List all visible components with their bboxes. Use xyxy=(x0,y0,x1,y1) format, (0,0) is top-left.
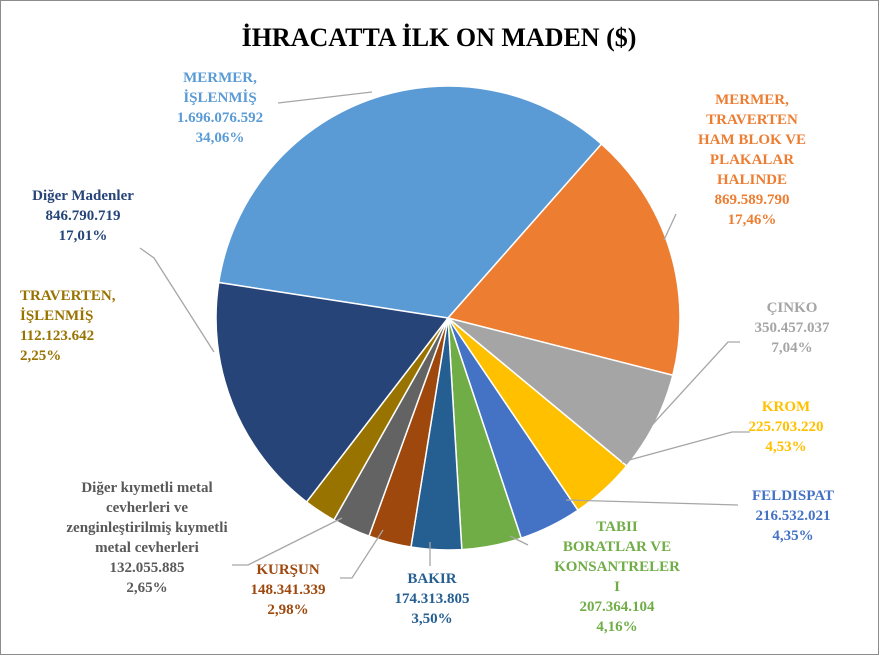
label-value: 869.589.790 xyxy=(714,192,790,208)
label-percent: 2,25% xyxy=(20,348,62,364)
data-label: ÇINKO 350.457.037 7,04% xyxy=(755,298,830,358)
label-category: KURŞUN xyxy=(256,562,320,578)
label-value: 1.696.076.592 xyxy=(176,110,264,126)
label-value: 846.790.719 xyxy=(45,208,121,224)
label-category: ÇINKO xyxy=(766,300,818,316)
leader-line xyxy=(641,341,740,437)
label-value: 112.123.642 xyxy=(20,328,95,344)
data-label: MERMER, TRAVERTEN HAM BLOK VE PLAKALAR H… xyxy=(698,90,806,230)
label-category: Diğer kıymetli metal cevherleri ve zengi… xyxy=(66,480,228,556)
leader-line xyxy=(277,91,373,104)
leader-line xyxy=(509,535,529,546)
pie-slice xyxy=(215,281,450,503)
label-percent: 4,35% xyxy=(772,528,814,544)
data-label: Diğer Madenler 846.790.719 17,01% xyxy=(32,186,134,246)
label-category: KROM xyxy=(761,399,811,415)
label-value: 174.313.805 xyxy=(394,591,470,607)
leader-line xyxy=(663,213,677,241)
data-label: KROM 225.703.220 4,53% xyxy=(749,397,824,457)
leader-line xyxy=(565,499,739,506)
label-value: 216.532.021 xyxy=(755,508,831,524)
pie-slice xyxy=(447,317,674,468)
label-value: 132.055.885 xyxy=(109,560,185,576)
label-category: BAKIR xyxy=(407,571,457,587)
label-percent: 7,04% xyxy=(771,340,813,356)
leader-line xyxy=(340,529,384,579)
chart-title: İHRACATTA İLK ON MADEN ($) xyxy=(242,23,637,52)
label-category: TRAVERTEN, İŞLENMİŞ xyxy=(20,288,116,324)
label-value: 225.703.220 xyxy=(748,419,824,435)
label-percent: 2,98% xyxy=(267,602,309,618)
label-category: TABII BORATLAR VE KONSANTRELER I xyxy=(554,519,680,595)
label-percent: 34,06% xyxy=(195,130,245,146)
label-percent: 17,46% xyxy=(727,212,777,228)
data-label: MERMER, İŞLENMİŞ 1.696.076.592 34,06% xyxy=(177,68,263,148)
data-label: Diğer kıymetli metal cevherleri ve zengi… xyxy=(66,478,227,598)
label-percent: 2,65% xyxy=(126,580,168,596)
pie-slice xyxy=(446,142,681,377)
label-percent: 4,53% xyxy=(765,439,807,455)
data-label: TABII BORATLAR VE KONSANTRELER I 207.364.… xyxy=(554,517,680,637)
label-value: 207.364.104 xyxy=(579,599,655,615)
label-value: 148.341.339 xyxy=(250,582,326,598)
leader-line xyxy=(621,431,750,463)
data-label: KURŞUN 148.341.339 2,98% xyxy=(251,560,326,620)
label-category: Diğer Madenler xyxy=(32,188,134,204)
data-label: TRAVERTEN, İŞLENMİŞ 112.123.642 2,25% xyxy=(20,286,115,366)
label-category: MERMER, İŞLENMİŞ xyxy=(183,70,257,106)
label-value: 350.457.037 xyxy=(754,320,830,336)
label-category: MERMER, TRAVERTEN HAM BLOK VE PLAKALAR H… xyxy=(697,92,807,188)
data-label: BAKIR 174.313.805 3,50% xyxy=(395,569,470,629)
pie-slice xyxy=(217,85,603,319)
label-percent: 3,50% xyxy=(411,611,453,627)
label-percent: 4,16% xyxy=(596,619,638,635)
label-category: FELDISPAT xyxy=(752,488,834,504)
label-percent: 17,01% xyxy=(58,228,108,244)
data-label: FELDISPAT 216.532.021 4,35% xyxy=(752,486,834,546)
leader-line xyxy=(139,247,215,353)
leader-line xyxy=(232,517,343,566)
